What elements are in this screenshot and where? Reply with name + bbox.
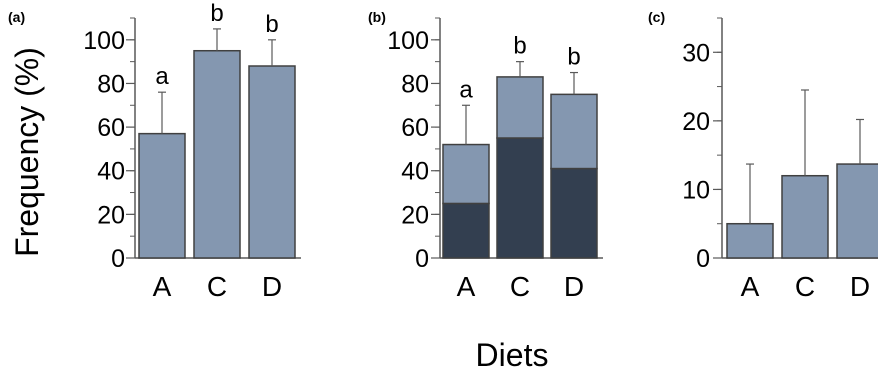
x-axis-title: Diets xyxy=(476,337,549,373)
y-tick-label: 40 xyxy=(97,158,125,186)
bar-segment xyxy=(550,93,598,170)
y-tick-label: 30 xyxy=(682,39,710,67)
y-tick-label: 60 xyxy=(97,114,125,142)
y-tick-label: 40 xyxy=(401,158,429,186)
y-tick-label: 20 xyxy=(97,201,125,229)
significance-letter: b xyxy=(567,44,580,71)
y-tick-label: 100 xyxy=(387,27,429,55)
chart-panel: (b) 0 20 40 60 80 100 a Ab Cb D xyxy=(368,9,603,302)
x-tick-label: C xyxy=(795,271,815,302)
significance-letter: b xyxy=(513,33,526,60)
x-tick-label: A xyxy=(457,271,476,302)
y-tick-label: 80 xyxy=(401,70,429,98)
bar xyxy=(726,222,774,259)
x-tick-label: C xyxy=(207,271,227,302)
y-tick-label: 10 xyxy=(682,176,710,204)
bar-segment xyxy=(442,202,490,259)
chart-panel: (a) 0 20 40 60 80 100 a Ab Cb D xyxy=(8,0,301,302)
y-tick-label: 0 xyxy=(111,245,125,273)
bar-segment xyxy=(496,137,544,259)
chart-panel: (c) 0 10 20 30 A C D xyxy=(648,9,878,302)
bar-segment xyxy=(550,167,598,259)
x-tick-label: D xyxy=(564,271,584,302)
x-tick-label: A xyxy=(153,271,172,302)
bar xyxy=(781,174,829,259)
x-tick-label: C xyxy=(510,271,530,302)
panel-label: (a) xyxy=(8,9,25,25)
y-tick-label: 60 xyxy=(401,114,429,142)
significance-letter: a xyxy=(459,76,473,103)
x-tick-label: D xyxy=(262,271,282,302)
panel-label: (c) xyxy=(648,9,665,25)
y-tick-label: 80 xyxy=(97,70,125,98)
y-tick-label: 0 xyxy=(415,245,429,273)
panel-label: (b) xyxy=(368,9,386,25)
x-tick-label: D xyxy=(850,271,870,302)
bar-segment xyxy=(442,143,490,205)
bar xyxy=(138,132,186,259)
y-tick-label: 20 xyxy=(682,108,710,136)
significance-letter: b xyxy=(210,0,223,27)
y-axis-title: Frequency (%) xyxy=(9,47,45,257)
y-tick-label: 100 xyxy=(83,27,125,55)
bar xyxy=(836,163,878,259)
bar-segment xyxy=(496,76,544,139)
x-tick-label: A xyxy=(741,271,760,302)
y-tick-label: 0 xyxy=(696,245,710,273)
chart-panels: (a)020406080100aAbCbD(b)020406080100aAbC… xyxy=(8,0,878,302)
bar xyxy=(193,49,241,259)
significance-letter: b xyxy=(265,11,278,38)
y-tick-label: 20 xyxy=(401,201,429,229)
significance-letter: a xyxy=(155,63,169,90)
bar xyxy=(248,65,296,259)
